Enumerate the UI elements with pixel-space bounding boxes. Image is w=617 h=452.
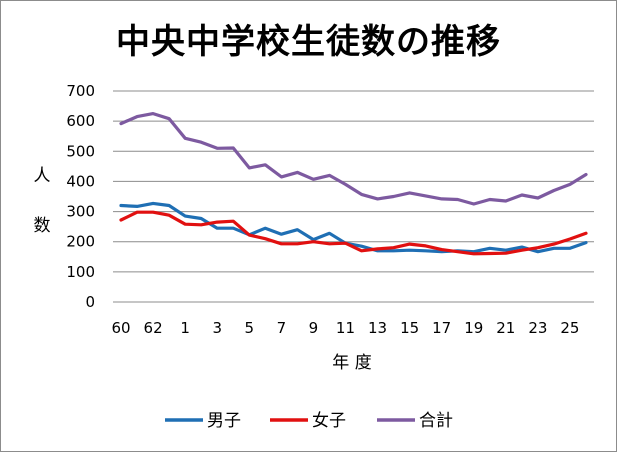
x-tick-label: 3 (212, 319, 222, 337)
x-tick-label: 21 (496, 319, 515, 337)
x-tick-label: 25 (560, 319, 579, 337)
x-tick-label: 9 (309, 319, 319, 337)
y-tick-label: 400 (66, 172, 95, 190)
x-tick-label: 5 (245, 319, 255, 337)
y-tick-label: 300 (66, 203, 95, 221)
legend-label: 合計 (419, 411, 453, 431)
x-tick-label: 23 (528, 319, 547, 337)
x-tick-label: 1 (180, 319, 190, 337)
x-tick-label: 60 (111, 319, 130, 337)
gridlines (113, 90, 594, 303)
x-tick-label: 7 (277, 319, 287, 337)
legend-label: 男子 (207, 411, 241, 431)
y-tick-label: 500 (66, 142, 95, 160)
legend-label: 女子 (312, 411, 346, 431)
x-axis-label: 年 度 (332, 353, 371, 373)
x-tick-label: 13 (368, 319, 387, 337)
x-tick-labels: 60 62 1 3 5 7 9 11 13 15 17 19 21 23 25 (111, 319, 579, 337)
y-tick-labels: 0 100 200 300 400 500 600 700 (66, 82, 95, 311)
x-tick-label: 62 (144, 319, 163, 337)
series-line-3 (119, 111, 588, 206)
series-line-1 (119, 201, 588, 254)
y-tick-label: 700 (66, 82, 95, 100)
x-tick-label: 19 (464, 319, 483, 337)
chart-title: 中央中学校生徒数の推移 (116, 22, 501, 62)
x-tick-label: 15 (400, 319, 419, 337)
y-tick-label: 600 (66, 112, 95, 130)
y-tick-label: 0 (85, 293, 95, 311)
y-tick-label: 100 (66, 263, 95, 281)
y-tick-label: 200 (66, 233, 95, 251)
x-tick-label: 17 (432, 319, 451, 337)
series-lines (119, 111, 588, 256)
x-tick-label: 11 (336, 319, 355, 337)
y-axis-label-2: 数 (34, 216, 51, 236)
y-axis-label-1: 人 (34, 166, 51, 186)
legend: 男子 女子 合計 (165, 411, 453, 431)
series-line-2 (119, 210, 588, 256)
